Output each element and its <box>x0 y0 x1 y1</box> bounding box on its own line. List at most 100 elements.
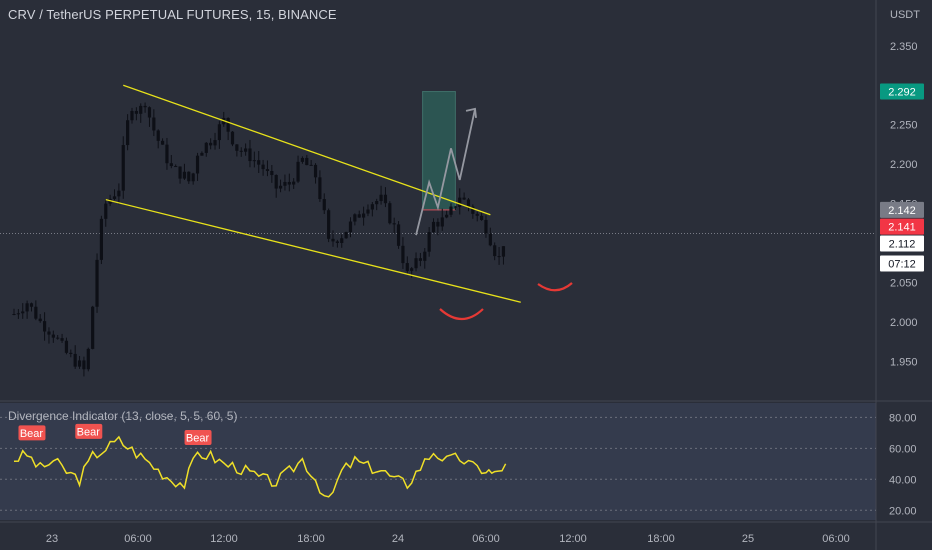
entry-price-tag-text: 2.142 <box>888 205 916 217</box>
candle <box>91 306 95 349</box>
candle <box>169 163 173 167</box>
channel-lower-line[interactable] <box>105 198 521 303</box>
time-tick-label: 12:00 <box>210 533 238 545</box>
indicator-title: Divergence Indicator (13, close, 5, 5, 6… <box>8 409 238 423</box>
candle <box>331 238 335 242</box>
candle <box>38 318 42 322</box>
time-tick-label: 12:00 <box>559 533 587 545</box>
target-price-tag-text: 2.292 <box>888 87 916 99</box>
indicator-tick-label: 20.00 <box>889 505 917 517</box>
candle <box>95 259 99 307</box>
countdown-tag[interactable] <box>880 255 924 272</box>
candle <box>165 144 169 164</box>
candle <box>366 209 370 214</box>
candle <box>479 215 484 220</box>
candle <box>313 164 318 178</box>
bear-signal-badge[interactable] <box>18 425 46 441</box>
candle <box>104 203 108 219</box>
candle <box>73 353 77 367</box>
candle <box>244 148 248 152</box>
price-tick-label: 2.000 <box>890 317 918 329</box>
candle <box>410 268 414 271</box>
candle <box>283 181 287 186</box>
candle <box>418 258 423 261</box>
support-arc[interactable] <box>439 308 484 321</box>
price-tick-label: 1.950 <box>890 356 918 368</box>
candle <box>357 214 361 218</box>
chart-title: CRV / TetherUS PERPETUAL FUTURES, 15, BI… <box>8 7 337 22</box>
time-tick-label: 06:00 <box>472 533 500 545</box>
candle <box>25 303 29 312</box>
candle <box>501 246 506 257</box>
candle <box>370 204 374 210</box>
candle <box>64 340 69 353</box>
stop-price-tag-text: 2.141 <box>888 222 916 234</box>
candle <box>117 190 121 197</box>
candle <box>156 130 160 141</box>
candle <box>47 331 51 335</box>
candle <box>209 142 213 146</box>
candle <box>126 120 130 146</box>
candle <box>252 160 256 162</box>
candle <box>130 110 134 121</box>
candle <box>414 258 418 269</box>
candle <box>112 196 117 199</box>
candle <box>200 152 204 156</box>
candle <box>453 206 457 208</box>
candle <box>69 352 73 354</box>
candle <box>213 140 217 146</box>
indicator-tick-label: 60.00 <box>889 443 917 455</box>
candle <box>77 360 82 367</box>
candle <box>265 169 270 172</box>
bear-signal-badge[interactable] <box>75 423 103 439</box>
indicator-pane[interactable] <box>0 403 876 520</box>
candle <box>191 173 195 182</box>
time-tick-label: 06:00 <box>124 533 152 545</box>
candle <box>160 140 165 145</box>
candle <box>488 233 492 246</box>
price-tick-label: 2.350 <box>890 41 918 53</box>
countdown-tag-text: 07:12 <box>888 259 916 271</box>
candle <box>318 177 322 200</box>
candle <box>12 314 16 315</box>
candle <box>51 334 55 338</box>
time-tick-label: 06:00 <box>822 533 850 545</box>
candle <box>340 238 344 243</box>
candle <box>226 117 230 132</box>
bear-signal-label: Bear <box>186 433 210 445</box>
candle <box>335 241 339 243</box>
candle <box>431 221 436 233</box>
candle <box>383 194 388 204</box>
last-price-tag[interactable] <box>880 235 924 252</box>
candle <box>182 171 187 179</box>
price-tick-label: 2.250 <box>890 120 918 132</box>
candle <box>121 145 125 191</box>
target-price-tag[interactable] <box>880 83 924 100</box>
projection-arrowhead <box>465 107 477 118</box>
candle <box>239 150 243 152</box>
time-tick-label: 24 <box>392 533 404 545</box>
indicator-line[interactable] <box>13 435 507 498</box>
candle <box>287 181 291 185</box>
projection-path[interactable] <box>415 108 476 236</box>
candle <box>322 199 326 211</box>
price-axis-currency: USDT <box>890 9 920 21</box>
entry-price-tag[interactable] <box>880 201 924 218</box>
bear-signal-badge[interactable] <box>184 430 212 446</box>
candle <box>152 117 156 131</box>
support-arc[interactable] <box>537 282 573 292</box>
stop-price-tag[interactable] <box>880 218 924 235</box>
candle <box>458 197 462 207</box>
candle <box>248 148 252 162</box>
candle <box>82 360 86 370</box>
candle <box>401 245 405 264</box>
candle <box>493 245 497 257</box>
candle <box>60 338 64 341</box>
candle <box>21 311 25 314</box>
channel-upper-line[interactable] <box>123 84 491 216</box>
indicator-tick-label: 40.00 <box>889 474 917 486</box>
price-tick-label: 2.200 <box>890 159 918 171</box>
candle <box>174 166 178 168</box>
candle <box>16 313 20 315</box>
